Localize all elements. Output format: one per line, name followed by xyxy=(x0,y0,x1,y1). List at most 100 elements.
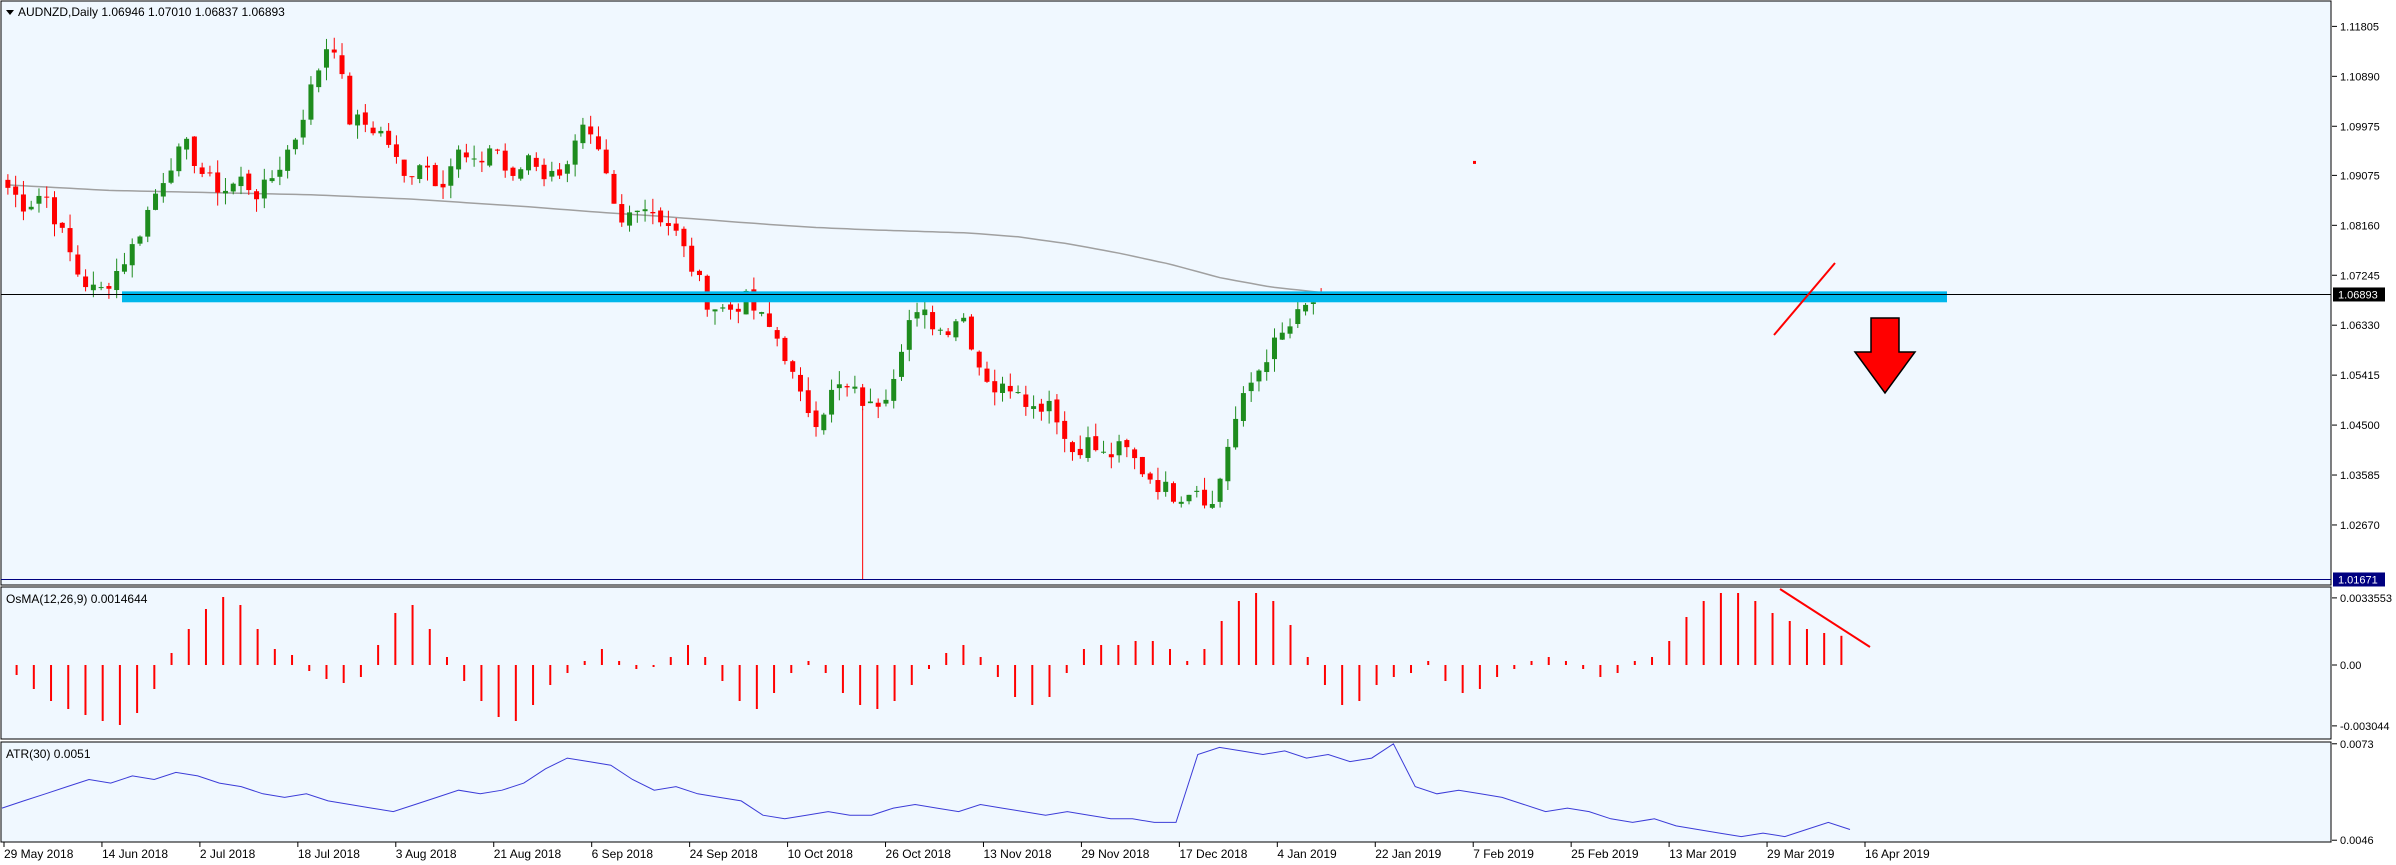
candle-body xyxy=(829,389,835,415)
candle-body xyxy=(634,210,640,213)
candle-body xyxy=(129,244,135,266)
candle-body xyxy=(83,276,89,288)
candle-body xyxy=(339,55,345,75)
atr-axis-label: 0.0073 xyxy=(2340,739,2374,751)
date-axis-label: 29 May 2018 xyxy=(4,847,74,861)
candle-body xyxy=(1279,332,1285,340)
candle-body xyxy=(1093,436,1099,451)
candle-body xyxy=(627,212,633,226)
candle-body xyxy=(518,169,524,179)
candle-body xyxy=(1295,309,1301,325)
candle-body xyxy=(1038,403,1044,412)
candle-body xyxy=(199,167,205,174)
candle-body xyxy=(1178,501,1184,504)
candle-body xyxy=(759,312,765,314)
price-axis-label: 1.08160 xyxy=(2340,220,2380,232)
symbol-header: AUDNZD,Daily 1.06946 1.07010 1.06837 1.0… xyxy=(18,5,285,19)
axis-layer: 1.11805 1.10890 1.09975 1.09075 1.08160 1.072… xyxy=(1,21,2392,861)
candle-body xyxy=(52,197,58,225)
candle-body xyxy=(1101,451,1107,453)
candle-body xyxy=(20,194,26,212)
marker-dot xyxy=(1473,160,1476,164)
candle-body xyxy=(254,191,260,200)
candle-body xyxy=(1233,418,1239,448)
candle-body xyxy=(1147,473,1153,480)
date-axis-label: 13 Mar 2019 xyxy=(1669,847,1737,861)
candle-body xyxy=(106,286,112,289)
candle-body xyxy=(728,304,734,310)
annotation-layer xyxy=(1473,160,1917,648)
candle-body xyxy=(456,149,462,170)
candle-body xyxy=(961,317,967,322)
candle-body xyxy=(564,164,570,174)
candle-body xyxy=(393,144,399,157)
support-zone-layer xyxy=(122,291,1947,303)
dropdown-triangle-icon[interactable] xyxy=(6,10,14,15)
candle-body xyxy=(992,381,998,393)
date-axis-label: 18 Jul 2018 xyxy=(298,847,360,861)
candle-body xyxy=(331,49,337,53)
osma-layer xyxy=(15,593,1843,725)
candle-body xyxy=(720,307,726,309)
lower-price-label: 1.01671 xyxy=(2338,574,2378,586)
candle-body xyxy=(432,165,438,187)
candle-body xyxy=(316,70,322,88)
candle-body xyxy=(1240,393,1246,421)
candle-body xyxy=(1000,383,1006,393)
candle-body xyxy=(114,270,120,291)
date-axis-label: 24 Sep 2018 xyxy=(690,847,758,861)
candle-body xyxy=(1287,326,1293,334)
candle-body xyxy=(712,309,718,312)
price-axis-label: 1.03585 xyxy=(2340,470,2380,482)
osma-pane xyxy=(0,586,2332,740)
candle-body xyxy=(696,270,702,276)
candle-body xyxy=(510,167,516,176)
candle-body xyxy=(891,378,897,401)
candle-body xyxy=(308,84,314,120)
candle-body xyxy=(1132,449,1138,459)
candle-body xyxy=(650,211,656,214)
date-axis-label: 29 Mar 2019 xyxy=(1767,847,1835,861)
date-axis-label: 14 Jun 2018 xyxy=(102,847,168,861)
down-arrow-icon xyxy=(1853,317,1917,395)
candle-body xyxy=(13,186,19,195)
current-price-tag xyxy=(2333,287,2385,302)
candle-body xyxy=(36,195,42,204)
candle-body xyxy=(1256,370,1262,382)
atr-pane xyxy=(0,741,2332,843)
date-axis-label: 21 Aug 2018 xyxy=(494,847,562,861)
candle-body xyxy=(285,149,291,171)
candle-body xyxy=(1031,406,1037,409)
date-axis-label: 7 Feb 2019 xyxy=(1473,847,1534,861)
candle-body xyxy=(1217,478,1223,502)
candle-body xyxy=(1225,446,1231,482)
candle-body xyxy=(323,49,329,68)
candle-body xyxy=(1124,440,1130,448)
candle-body xyxy=(222,190,228,194)
candle-body xyxy=(1271,337,1277,360)
candle-body xyxy=(90,284,96,291)
candle-body xyxy=(976,351,982,368)
candle-body xyxy=(1023,394,1029,407)
candle-body xyxy=(619,204,625,223)
candle-body xyxy=(5,179,11,188)
candle-body xyxy=(867,401,873,404)
osma-divergence-line xyxy=(1779,588,1871,648)
price-axis-label: 1.04500 xyxy=(2340,420,2380,432)
candle-body xyxy=(121,264,127,272)
candle-body xyxy=(1186,494,1192,502)
price-axis-label: 1.09975 xyxy=(2340,121,2380,133)
candle-body xyxy=(502,150,508,171)
candle-body xyxy=(790,361,796,372)
candle-body xyxy=(261,179,267,199)
candle-body xyxy=(370,127,376,134)
candle-body xyxy=(953,321,959,338)
date-axis-label: 25 Feb 2019 xyxy=(1571,847,1639,861)
candle-body xyxy=(409,176,415,178)
date-axis-label: 22 Jan 2019 xyxy=(1375,847,1441,861)
date-axis-label: 17 Dec 2018 xyxy=(1179,847,1247,861)
candle-body xyxy=(1155,480,1161,493)
atr-axis-label: 0.0046 xyxy=(2340,835,2374,847)
candle-body xyxy=(557,169,563,176)
candle-body xyxy=(362,112,368,125)
